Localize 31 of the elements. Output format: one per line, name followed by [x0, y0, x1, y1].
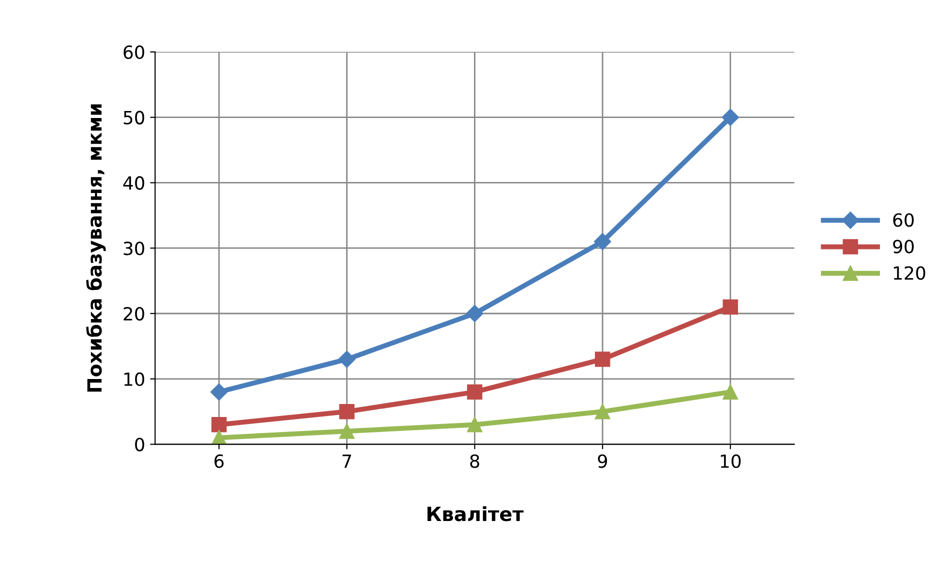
legend-label: 60 [893, 213, 914, 227]
point [722, 108, 739, 126]
point [339, 404, 354, 420]
x-tick-label: 6 [214, 454, 224, 468]
point [594, 404, 610, 420]
x-tick-label: 10 [720, 454, 741, 468]
point [722, 299, 738, 315]
y-tick-label: 50 [124, 110, 144, 124]
x-tick-label: 7 [342, 454, 352, 468]
legend-label: 90 [893, 240, 914, 254]
y-tick-label: 60 [124, 45, 144, 60]
point [467, 417, 482, 432]
y-tick-label: 40 [123, 176, 144, 190]
x-tick-label: 9 [598, 454, 608, 468]
point [210, 383, 228, 401]
point [594, 233, 612, 250]
legend-label: 120 [894, 266, 926, 280]
point [467, 384, 482, 400]
x-axis-title: Квалітет [428, 506, 524, 522]
point [339, 424, 354, 439]
y-tick-label: 20 [124, 306, 144, 321]
point [722, 384, 738, 400]
y-tick-label: 30 [124, 242, 144, 256]
point [211, 417, 227, 432]
y-tick-label: 0 [135, 438, 144, 452]
point [338, 350, 356, 368]
point [594, 352, 610, 367]
y-axis-title: Похибка базування, мкми [86, 104, 106, 392]
x-tick-label: 8 [470, 454, 480, 468]
y-tick-label: 10 [124, 372, 144, 386]
point [466, 304, 484, 322]
